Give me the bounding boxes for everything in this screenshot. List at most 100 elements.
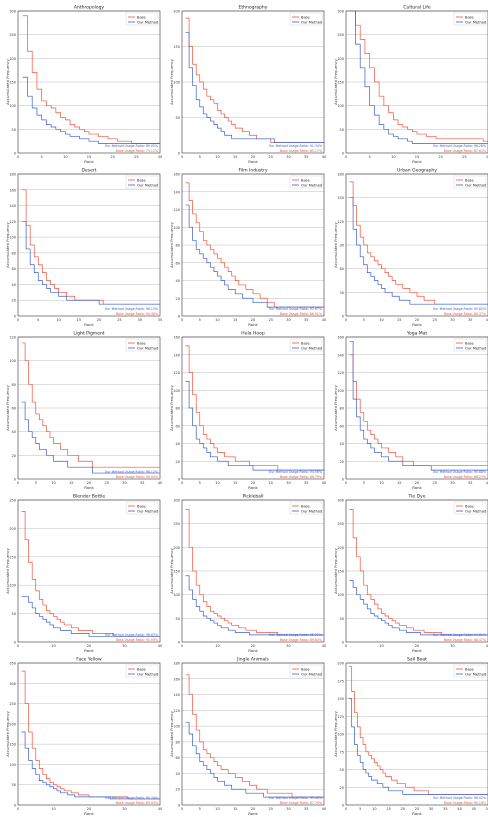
x-tick-label: 40: [322, 807, 326, 811]
y-tick-label: 200: [337, 57, 344, 61]
y-tick-label: 20: [176, 788, 180, 792]
chart-title: Film Industry: [238, 168, 267, 174]
legend-label-ours: Our Method: [301, 509, 322, 513]
usage-ratio-annotation: Our Method Usage Ratio: 95.22%: [269, 633, 322, 637]
y-tick-label: 80: [12, 251, 16, 255]
y-tick-label: 60: [340, 424, 344, 428]
chart-title: Face Yellow: [76, 657, 102, 663]
chart-svg: 050100150200250300010203040Tie DyeRankAc…: [333, 494, 488, 653]
x-tick-label: 5: [199, 481, 201, 485]
y-tick-label: 60: [12, 267, 16, 271]
x-tick-label: 20: [97, 318, 101, 322]
x-axis-label: Rank: [84, 159, 94, 164]
chart-panel: 0 20 40 60 80 100 120 140 160 0 5 10 15 20 25 30 35 40 Hul…: [168, 329, 328, 491]
y-tick-label: 0: [342, 804, 344, 808]
chart-title: Jingle Animals: [236, 657, 269, 663]
y-tick-label: 120: [173, 208, 180, 212]
y-axis-label: Accumulated Frequency: [169, 221, 174, 267]
series-line-base: [21, 342, 160, 468]
x-tick-label: 30: [122, 481, 126, 485]
x-tick-label: 15: [233, 318, 237, 322]
y-axis-label: Accumulated Frequency: [169, 384, 174, 430]
x-tick-label: 20: [251, 807, 255, 811]
x-tick-label: 25: [433, 481, 437, 485]
y-tick-label: 0: [178, 152, 180, 156]
x-tick-label: 25: [134, 155, 138, 159]
x-tick-label: 40: [158, 481, 162, 485]
x-axis-label: Rank: [248, 811, 258, 816]
usage-ratio-annotation: Our Method Usage Ratio: 96.63%: [105, 633, 158, 637]
x-tick-label: 35: [468, 481, 472, 485]
chart-svg: 0204060801001201401600510152025303540Yog…: [333, 331, 488, 490]
chart-panel: 0 20 40 60 80 100 120 140 160 180 0 5 10 15 20 25 30 35 De…: [4, 166, 164, 328]
legend-label-ours: Our Method: [465, 672, 486, 676]
x-tick-label: 20: [87, 807, 91, 811]
x-tick-label: 40: [322, 644, 326, 648]
y-tick-label: 0: [342, 478, 344, 482]
x-tick-label: 10: [215, 644, 219, 648]
y-tick-label: 200: [337, 662, 344, 666]
y-tick-label: 150: [173, 570, 180, 574]
chart-title: Sail Boat: [407, 657, 427, 663]
x-axis-label: Rank: [412, 159, 422, 164]
y-axis-label: Accumulated Frequency: [5, 58, 10, 104]
y-tick-label: 50: [340, 617, 344, 621]
usage-ratio-annotation: Our Method Usage Ratio: 96.13%: [105, 307, 158, 311]
y-tick-label: 50: [176, 116, 180, 120]
x-tick-label: 25: [269, 318, 273, 322]
y-tick-label: 140: [9, 204, 16, 208]
y-tick-label: 120: [9, 336, 16, 340]
y-tick-label: 125: [337, 715, 344, 719]
x-tick-label: 10: [215, 155, 219, 159]
y-tick-label: 200: [9, 57, 16, 61]
y-tick-label: 0: [342, 641, 344, 645]
x-tick-label: 30: [286, 481, 290, 485]
y-tick-label: 0: [14, 478, 16, 482]
y-tick-label: 200: [9, 722, 16, 726]
series-line-ours: [349, 580, 488, 636]
x-tick-label: 10: [56, 318, 60, 322]
x-tick-label: 10: [379, 318, 383, 322]
series-line-ours: [185, 204, 324, 308]
series-line-base: [21, 511, 160, 637]
legend-label-base: Base: [465, 15, 475, 19]
usage-ratio-annotation: Base Usage Ratio: 87.79%: [280, 801, 322, 805]
y-tick-label: 50: [12, 783, 16, 787]
y-tick-label: 100: [173, 81, 180, 85]
y-tick-label: 100: [337, 593, 344, 597]
x-tick-label: 15: [415, 155, 419, 159]
y-tick-label: 75: [340, 750, 344, 754]
usage-ratio-annotation: Base Usage Ratio: 87.63%: [444, 149, 486, 153]
legend-label-base: Base: [465, 178, 475, 182]
x-tick-label: 15: [233, 155, 237, 159]
plot-frame: [17, 173, 161, 317]
x-tick-label: 20: [438, 155, 442, 159]
y-tick-label: 300: [337, 499, 344, 503]
x-tick-label: 20: [415, 318, 419, 322]
chart-title: Hula Hoop: [241, 331, 265, 337]
legend-label-base: Base: [301, 504, 311, 508]
legend-label-ours: Our Method: [465, 509, 486, 513]
usage-ratio-annotation: Our Method Usage Ratio: 93.67%: [269, 307, 322, 311]
y-tick-label: 100: [173, 725, 180, 729]
series-line-ours: [21, 401, 160, 474]
usage-ratio-annotation: Our Method Usage Ratio: 93.46%: [269, 796, 322, 800]
usage-ratio-annotation: Our Method Usage Ratio: 94.56%: [269, 470, 322, 474]
y-tick-label: 60: [340, 267, 344, 271]
y-axis-label: Accumulated Frequency: [333, 710, 338, 756]
x-tick-label: 0: [17, 318, 19, 322]
y-tick-label: 20: [176, 297, 180, 301]
plot-frame: [181, 10, 325, 154]
x-tick-label: 0: [181, 644, 183, 648]
y-tick-label: 160: [173, 336, 180, 340]
plot-frame: [345, 662, 488, 806]
x-tick-label: 35: [304, 318, 308, 322]
y-tick-label: 50: [176, 617, 180, 621]
x-tick-label: 25: [269, 481, 273, 485]
chart-panel: 03060901201501800510152025303540Urban Ge…: [332, 166, 488, 328]
x-tick-label: 25: [269, 807, 273, 811]
x-tick-label: 15: [69, 481, 73, 485]
